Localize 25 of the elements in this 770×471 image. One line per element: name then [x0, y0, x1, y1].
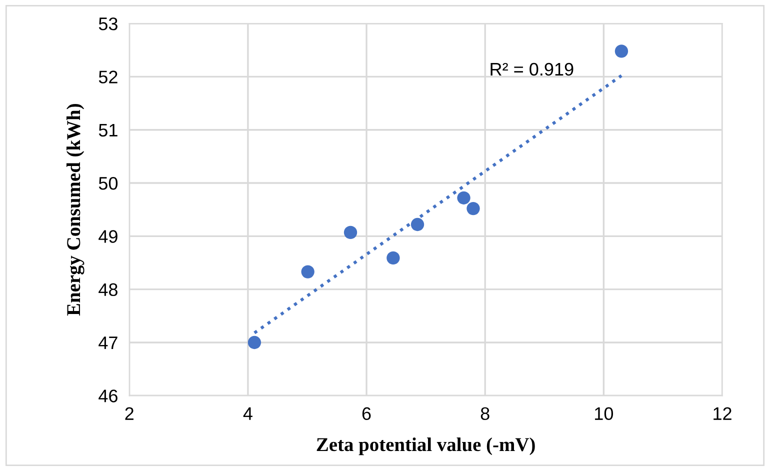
y-axis-title: Energy Consumed (kWh) [66, 104, 84, 316]
point [410, 218, 424, 232]
annotation: R² = 0.919 [490, 62, 574, 76]
x-tick-label: 2 [125, 407, 134, 420]
point [466, 202, 480, 216]
point [248, 336, 262, 350]
y-tick-label: 49 [98, 230, 118, 243]
point [457, 191, 470, 204]
y-tick-label: 48 [98, 283, 118, 296]
point [301, 265, 314, 278]
y-tick-label: 47 [98, 336, 118, 350]
y-tick-label: 53 [98, 17, 118, 30]
point [344, 226, 358, 240]
x-tick-label: 6 [362, 407, 371, 420]
x-tick-label: 10 [595, 407, 614, 420]
x-tick-label: 4 [243, 407, 252, 420]
point [386, 251, 400, 265]
y-tick-label: 50 [98, 176, 118, 190]
y-tick-label: 46 [98, 390, 118, 402]
x-axis-title: Zeta potential value (-mV) [316, 437, 535, 456]
point [614, 44, 628, 58]
y-tick-label: 51 [98, 124, 118, 137]
x-tick-label: 8 [480, 407, 490, 420]
y-tick-label: 52 [98, 70, 118, 84]
x-tick-label: 12 [714, 407, 732, 420]
